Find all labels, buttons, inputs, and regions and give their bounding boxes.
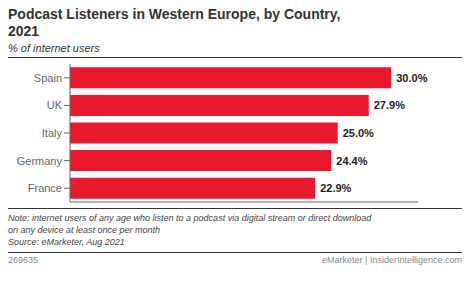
svg-text:Germany: Germany [17,155,63,167]
svg-text:France: France [28,182,62,194]
html-text:Source: eMarketer, Aug 2021: Source: eMarketer, Aug 2021 [8,237,125,247]
svg-text:27.9%: 27.9% [374,99,405,111]
svg-text:30.0%: 30.0% [396,72,427,84]
svg-text:Italy: Italy [42,127,63,139]
svg-text:UK: UK [47,99,63,111]
svg-text:25.0%: 25.0% [343,127,374,139]
html-text:269635: 269635 [8,255,38,265]
svg-text:Spain: Spain [34,72,62,84]
html-text:Note: internet users of any ag: Note: internet users of any age who list… [8,213,372,223]
html-text:eMarketer | InsiderIntelligenc: eMarketer | InsiderIntelligence.com [322,255,462,265]
svg-text:22.9%: 22.9% [320,182,351,194]
html-text:Podcast Listeners in Western E: Podcast Listeners in Western Europe, by … [8,6,341,39]
html-text:% of internet users: % of internet users [8,42,100,54]
svg-text:24.4%: 24.4% [336,155,367,167]
html-text:on any device at least once pe: on any device at least once per month [8,225,161,235]
